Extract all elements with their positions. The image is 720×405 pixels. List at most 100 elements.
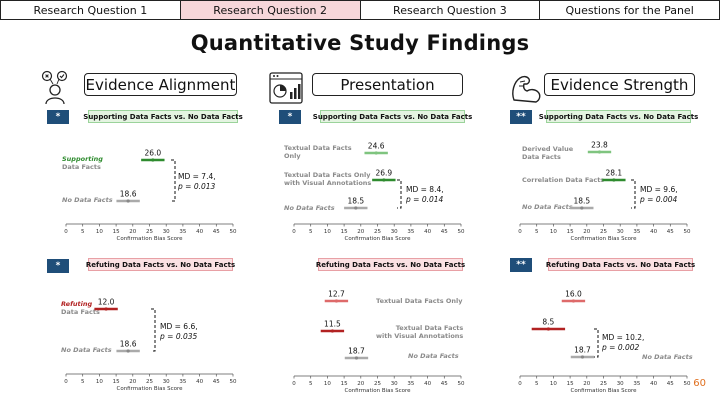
x-tick-label: 50 [458,381,465,387]
x-axis-label: Confirmation Bias Score [116,236,183,242]
data-label: 24.6 [368,142,385,151]
dot-range-chart: 0 5 10 15 20 25 30 35 40 45 50 Confirmation Bias Sc… [518,290,691,395]
x-tick-label: 20 [357,381,364,387]
chart-panel-strength-supporting: ** Supporting Data Facts vs. No Data Fac… [494,105,720,245]
significance-bracket [171,159,176,202]
comparison-label: Supporting Data Facts vs. No Data Facts [83,110,243,123]
x-tick-label: 35 [407,381,414,387]
condition-label: Textual Data Facts with Visual Annotation… [376,324,464,340]
data-label: 8.5 [542,318,554,327]
chart-panel-alignment-supporting: * Supporting Data Facts vs. No Data Fact… [40,105,270,245]
x-tick-label: 45 [213,229,220,235]
tab-bar: Research Question 1 Research Question 2 … [0,0,720,20]
x-tick-label: 10 [96,229,103,235]
tab-research-question-1[interactable]: Research Question 1 [0,0,181,20]
condition-label: No Data Facts [62,196,113,204]
mean-difference-annotation: MD = 9.6, p = 0.004 [640,185,678,204]
dot-range-chart: 0 5 10 15 20 25 30 35 40 45 50 Confirmation Bias Sc… [64,298,237,393]
x-tick-label: 45 [441,229,448,235]
x-tick-label: 25 [374,381,381,387]
dot-range-chart: 0 5 10 15 20 25 30 35 40 45 50 Confirmation Bias Sc… [292,142,465,243]
x-tick-label: 40 [196,229,203,235]
condition-label: Correlation Data Facts [522,176,605,184]
data-label: 18.6 [120,340,137,349]
condition-label: Supporting Data Facts [62,155,103,171]
x-axis-label: Confirmation Bias Score [344,388,411,394]
x-axis-label: Confirmation Bias Score [570,236,637,242]
significance-badge: * [47,110,69,124]
x-tick-label: 20 [357,229,364,235]
data-label: 12.7 [328,290,345,299]
x-tick-label: 30 [617,229,624,235]
mean-difference-annotation: MD = 10.2, p = 0.002 [602,333,645,352]
mean-point [330,329,335,333]
x-tick-label: 5 [535,381,539,387]
mean-point [126,349,130,353]
mean-point [546,327,550,331]
x-tick-label: 35 [179,379,186,385]
mean-point [354,206,358,210]
data-label: 18.6 [120,190,137,199]
mean-point [151,158,155,162]
x-tick-label: 20 [583,381,590,387]
x-tick-label: 30 [617,381,624,387]
dot-range-chart: 0 5 10 15 20 25 30 35 40 45 50 Confirmation Bias Sc… [518,141,691,243]
tab-questions-for-panel[interactable]: Questions for the Panel [540,0,720,20]
significance-bracket [631,179,636,209]
significance-badge: ** [510,258,532,272]
x-tick-label: 25 [374,229,381,235]
x-tick-label: 15 [113,229,120,235]
comparison-label: Supporting Data Facts vs. No Data Facts [539,110,698,123]
x-tick-label: 5 [535,229,539,235]
condition-label: No Data Facts [642,353,693,361]
data-label: 28.1 [606,169,623,178]
data-label: 18.7 [348,347,365,356]
condition-label: No Data Facts [408,352,459,360]
x-tick-label: 10 [324,381,331,387]
mean-point [597,150,602,154]
mean-point [382,178,386,182]
page-title: Quantitative Study Findings [190,31,530,55]
x-tick-label: 30 [391,381,398,387]
mean-point [612,178,616,182]
x-tick-label: 15 [341,381,348,387]
significance-bracket [594,328,599,358]
x-tick-label: 50 [684,229,691,235]
tab-research-question-3[interactable]: Research Question 3 [360,0,541,20]
x-tick-label: 35 [179,229,186,235]
x-tick-label: 40 [424,229,431,235]
mean-point [334,299,339,303]
x-tick-label: 25 [600,229,607,235]
significance-badge: * [279,110,301,124]
x-tick-label: 20 [129,229,136,235]
x-tick-label: 0 [292,229,296,235]
x-tick-label: 10 [550,381,557,387]
x-axis-label: Confirmation Bias Score [570,388,637,394]
chart-panel-alignment-refuting: * Refuting Data Facts vs. No Data Facts … [40,252,270,392]
condition-label: Textual Data Facts Only [376,297,463,305]
data-label: 18.5 [573,197,590,206]
x-tick-label: 10 [96,379,103,385]
comparison-label: Refuting Data Facts vs. No Data Facts [316,258,465,271]
x-tick-label: 5 [81,229,85,235]
significance-bracket [151,308,156,352]
comparison-label: Refuting Data Facts vs. No Data Facts [86,258,235,271]
flexed-arm-icon [512,75,541,103]
data-label: 18.5 [347,197,364,206]
x-tick-label: 45 [667,381,674,387]
x-tick-label: 25 [146,379,153,385]
data-label: 11.5 [324,320,341,329]
x-tick-label: 45 [213,379,220,385]
mean-difference-annotation: MD = 6.6, p = 0.035 [160,322,198,341]
x-tick-label: 0 [518,381,522,387]
section-evidence-strength: Evidence Strength [544,73,695,96]
x-tick-label: 45 [441,381,448,387]
comparison-label: Refuting Data Facts vs. No Data Facts [546,258,695,271]
x-tick-label: 40 [650,381,657,387]
x-tick-label: 35 [633,229,640,235]
x-tick-label: 30 [391,229,398,235]
tab-research-question-2[interactable]: Research Question 2 [180,0,361,20]
data-label: 16.0 [565,290,582,299]
dot-range-chart: 0 5 10 15 20 25 30 35 40 45 50 Confirmation Bias Sc… [292,290,465,395]
data-label: 23.8 [591,141,608,150]
